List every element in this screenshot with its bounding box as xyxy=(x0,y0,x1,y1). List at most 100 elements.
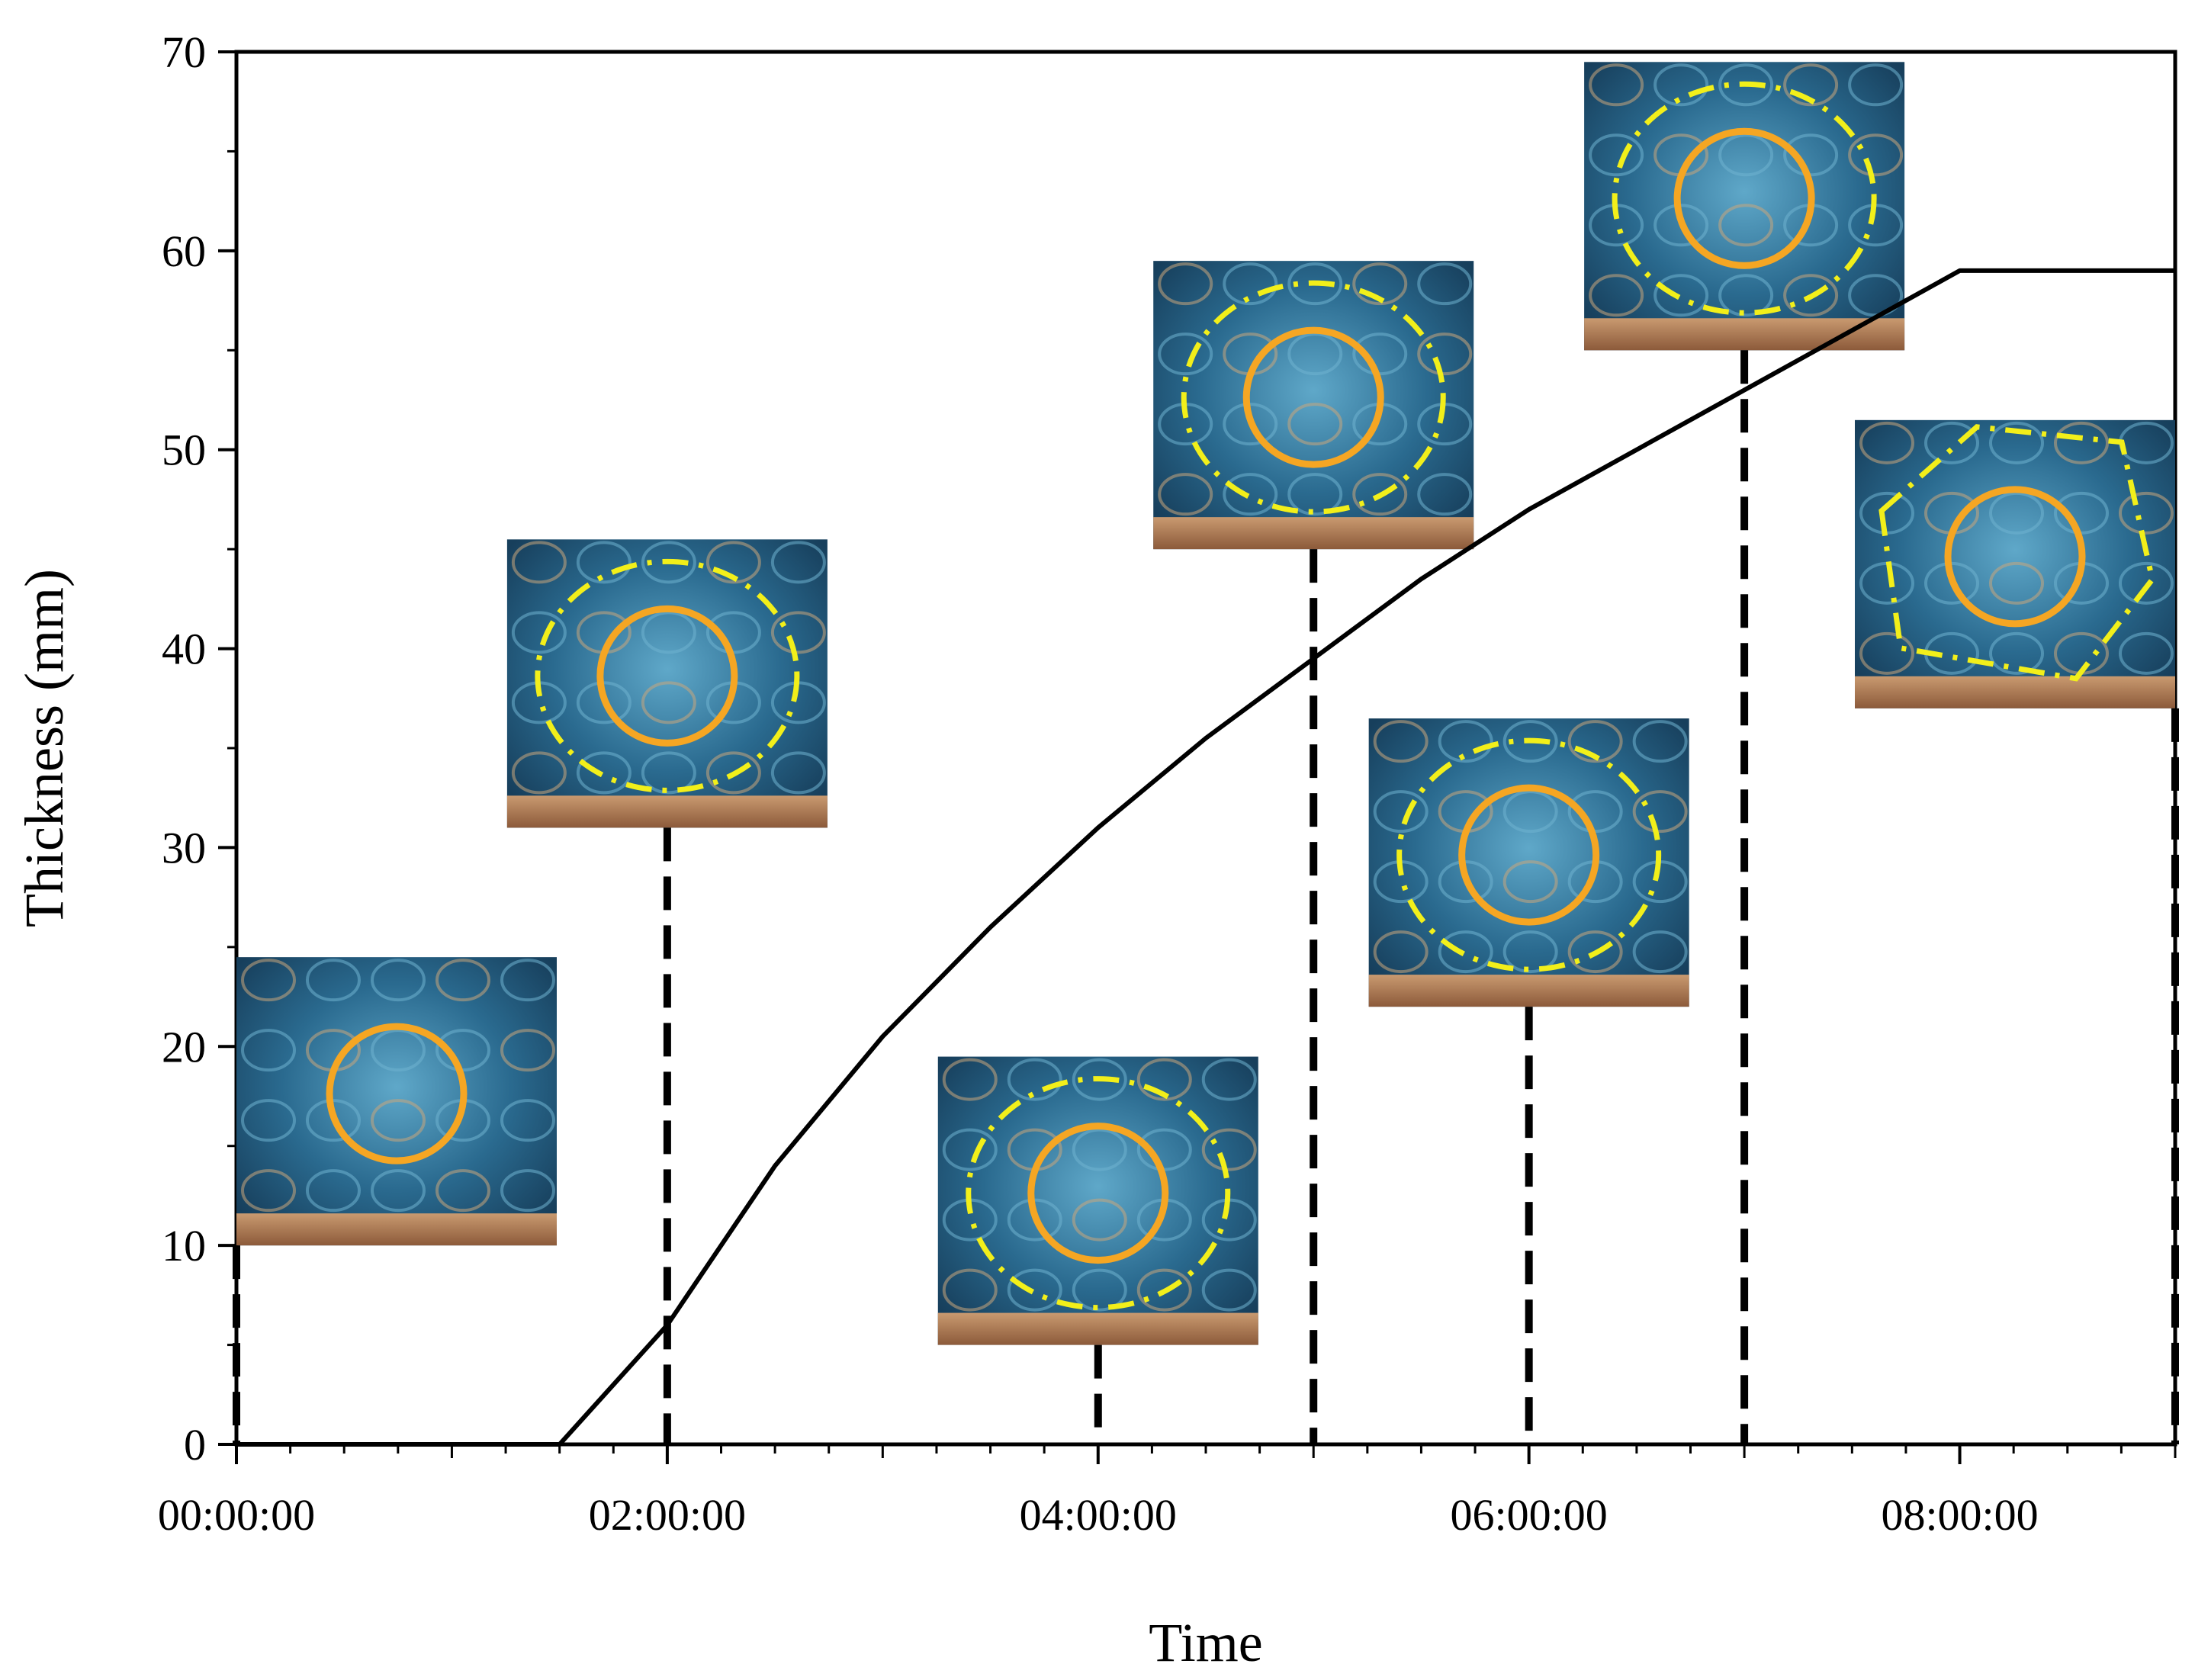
coil-ring xyxy=(306,1169,361,1213)
outer-boundary-ring xyxy=(1181,280,1446,515)
inner-tube-ring xyxy=(1242,326,1384,468)
coil-ring xyxy=(1136,1268,1192,1312)
coil-ring xyxy=(1859,421,1914,464)
coil-ring xyxy=(500,1029,555,1072)
coil-ring xyxy=(1653,204,1709,247)
coil-ring xyxy=(1848,63,1904,107)
inner-tube-ring xyxy=(1458,784,1600,926)
coil-ring xyxy=(500,1169,555,1213)
coil-ring xyxy=(1502,720,1558,763)
coil-ring xyxy=(511,751,567,795)
coil-ring xyxy=(1924,421,1979,464)
outer-boundary-ring xyxy=(966,1076,1231,1311)
coil-ring xyxy=(942,1268,998,1312)
coil-ring xyxy=(1924,561,1979,605)
photo-floor xyxy=(937,1312,1258,1345)
coil-ring xyxy=(1158,262,1213,306)
inner-tube-ring xyxy=(596,605,738,747)
photo-inset xyxy=(937,1056,1258,1345)
coil-ring xyxy=(1201,1268,1257,1312)
coil-ring xyxy=(705,751,761,795)
coil-ring xyxy=(1072,1128,1127,1171)
coil-ring xyxy=(1373,720,1429,763)
x-axis: 00:00:00 02:00:00 04:00:00 06:00:00 08:00:00 xyxy=(158,1444,2177,1540)
photo-floor xyxy=(236,1213,557,1246)
coil-ring xyxy=(371,959,426,1002)
y-tick-label: 50 xyxy=(162,426,206,475)
x-tick-label: 08:00:00 xyxy=(1881,1490,2038,1540)
coil-ring xyxy=(1287,332,1343,376)
coil-ring xyxy=(1072,1268,1127,1312)
coil-ring xyxy=(1718,133,1774,177)
thickness-curve xyxy=(236,268,2175,1447)
coil-ring xyxy=(1158,332,1213,376)
coil-ring xyxy=(1373,930,1429,974)
coil-ring xyxy=(1438,720,1493,763)
coil-ring xyxy=(1589,274,1644,317)
coil-ring xyxy=(1201,1128,1257,1171)
coil-ring xyxy=(1007,1268,1062,1312)
coil-ring xyxy=(1632,930,1688,974)
coil-ring xyxy=(1502,930,1558,974)
coil-ring xyxy=(306,1099,361,1142)
coil-ring xyxy=(1223,403,1278,446)
coil-ring xyxy=(641,541,696,584)
y-tick-label: 30 xyxy=(162,823,206,872)
photo-inset xyxy=(236,957,557,1246)
coil-ring xyxy=(1589,63,1644,107)
coil-ring xyxy=(1567,930,1623,974)
coil-ring xyxy=(1352,473,1408,516)
inner-tube-ring xyxy=(326,1023,468,1164)
series-line xyxy=(236,268,2175,1447)
guide-lines xyxy=(233,350,2179,1444)
coil-ring xyxy=(1417,473,1473,516)
x-tick-label: 02:00:00 xyxy=(589,1490,746,1540)
coil-ring xyxy=(371,1169,426,1213)
coil-ring xyxy=(511,541,567,584)
y-tick-label: 10 xyxy=(162,1221,206,1270)
coil-ring xyxy=(1072,1058,1127,1101)
photo-inset xyxy=(1153,261,1474,550)
coil-ring xyxy=(1287,473,1343,516)
coil-ring xyxy=(2054,421,2109,464)
coil-ring xyxy=(1223,473,1278,516)
x-tick-label: 06:00:00 xyxy=(1451,1490,1608,1540)
coil-ring xyxy=(770,751,826,795)
coil-ring xyxy=(1136,1058,1192,1101)
outer-boundary-ring xyxy=(535,558,800,793)
coil-ring xyxy=(371,1029,426,1072)
coil-ring xyxy=(770,541,826,584)
photo-floor xyxy=(506,795,828,828)
coil-ring xyxy=(1438,860,1493,904)
coil-ring xyxy=(1718,63,1774,107)
coil-ring xyxy=(1223,262,1278,306)
y-tick-label: 0 xyxy=(184,1420,206,1470)
photo-floor xyxy=(1584,318,1905,351)
coil-ring xyxy=(641,611,696,654)
coil-ring xyxy=(241,1029,296,1072)
coil-ring xyxy=(1989,491,2044,535)
coil-ring xyxy=(942,1058,998,1101)
coil-ring xyxy=(2119,491,2174,535)
photo-inset xyxy=(1584,62,1905,351)
coil-ring xyxy=(770,611,826,654)
coil-ring xyxy=(1589,133,1644,177)
coil-ring xyxy=(241,959,296,1002)
coil-ring xyxy=(1072,1198,1127,1242)
coil-ring xyxy=(1287,262,1343,306)
photo-floor xyxy=(1855,676,2175,708)
outer-boundary-ring xyxy=(1396,737,1662,972)
y-tick-label: 20 xyxy=(162,1022,206,1071)
photo-inset xyxy=(1368,718,1689,1007)
coil-ring xyxy=(1718,274,1774,317)
coil-ring xyxy=(511,611,567,654)
coil-ring xyxy=(1989,631,2044,675)
coil-ring xyxy=(241,1099,296,1142)
x-tick-label: 04:00:00 xyxy=(1020,1490,1177,1540)
coil-ring xyxy=(1989,561,2044,605)
x-tick-label: 00:00:00 xyxy=(158,1490,315,1540)
coil-ring xyxy=(1848,133,1904,177)
coil-ring xyxy=(371,1099,426,1142)
coil-ring xyxy=(306,959,361,1002)
